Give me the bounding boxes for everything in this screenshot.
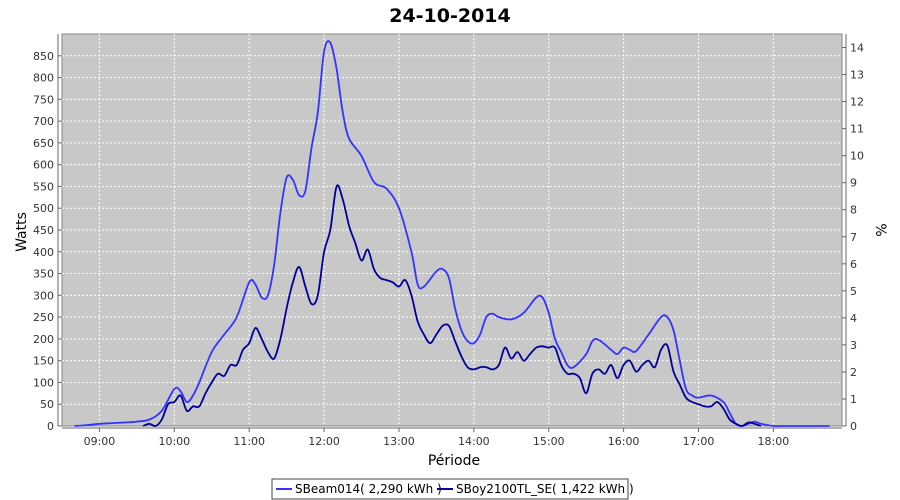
x-tick-label: 12:00 (308, 435, 340, 448)
y-tick-label: 550 (33, 180, 54, 193)
series-group (74, 40, 830, 428)
grid-lines (62, 34, 842, 426)
series-line-2 (142, 184, 762, 427)
y-tick-label: 800 (33, 72, 54, 85)
x-tick-label: 15:00 (533, 435, 565, 448)
y2-tick-label: 14 (850, 42, 864, 55)
series-line-1 (74, 40, 830, 428)
y2-tick-label: 10 (850, 150, 864, 163)
y2-tick-label: 3 (850, 339, 857, 352)
y2-tick-label: 9 (850, 177, 857, 190)
y-tick-label: 450 (33, 224, 54, 237)
y2-tick-label: 12 (850, 96, 864, 109)
y-tick-label: 750 (33, 93, 54, 106)
x-axis: 09:00 10:00 11:00 12:00 13:00 14:00 15:00 16:00… (62, 427, 842, 448)
y2-tick-label: 11 (850, 123, 864, 136)
y-tick-label: 100 (33, 376, 54, 389)
y2-tick-label: 13 (850, 69, 864, 82)
y-tick-label: 650 (33, 137, 54, 150)
y-tick-label: 400 (33, 246, 54, 259)
legend: SBeam014( 2,290 kWh ) SBoy2100TL_SE( 1,42… (271, 478, 634, 500)
y-tick-label: 500 (33, 202, 54, 215)
x-tick-label: 16:00 (608, 435, 640, 448)
x-tick-label: 10:00 (158, 435, 190, 448)
y-axis-label: Watts (14, 212, 30, 252)
y2-tick-label: 5 (850, 285, 857, 298)
x-tick-label: 14:00 (458, 435, 490, 448)
y-tick-label: 200 (33, 333, 54, 346)
y2-tick-label: 7 (850, 231, 857, 244)
legend-label: SBoy2100TL_SE( 1,422 kWh ) (456, 482, 634, 496)
y-tick-label: 700 (33, 115, 54, 128)
y-tick-label: 350 (33, 268, 54, 281)
y2-tick-label: 6 (850, 258, 857, 271)
x-tick-label: 11:00 (233, 435, 265, 448)
y-tick-label: 150 (33, 355, 54, 368)
x-tick-label: 18:00 (758, 435, 790, 448)
x-tick-label: 13:00 (383, 435, 415, 448)
y-tick-label: 250 (33, 311, 54, 324)
x-tick-label: 09:00 (84, 435, 116, 448)
y-tick-label: 850 (33, 50, 54, 63)
chart-title: 24-10-2014 (389, 5, 511, 27)
x-tick-label: 17:00 (683, 435, 715, 448)
x-axis-label: Période (428, 453, 480, 469)
y2-tick-label: 0 (850, 420, 857, 433)
y2-tick-label: 4 (850, 312, 857, 325)
y2-tick-label: 2 (850, 366, 857, 379)
y-axis-left: 0 50 100 150 200 250 300 350 400 450 500 550 600 650 7… (33, 34, 62, 433)
legend-label: SBeam014( 2,290 kWh ) (295, 482, 442, 496)
y2-tick-label: 1 (850, 393, 857, 406)
y-tick-label: 0 (47, 420, 54, 433)
y-tick-label: 600 (33, 159, 54, 172)
y2-tick-label: 8 (850, 204, 857, 217)
y-tick-label: 300 (33, 289, 54, 302)
y-tick-label: 50 (40, 398, 54, 411)
y2-axis-label: % (872, 223, 888, 236)
